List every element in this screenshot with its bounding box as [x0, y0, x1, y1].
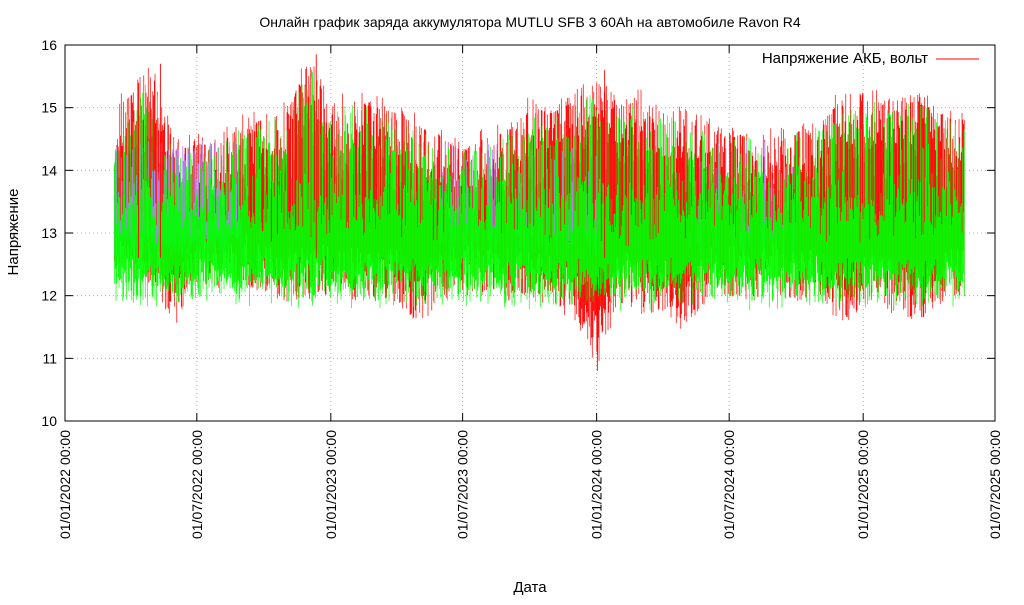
y-tick-label: 13 — [41, 225, 57, 241]
y-tick-label: 11 — [42, 350, 57, 366]
y-tick-label: 10 — [41, 413, 57, 429]
x-tick-label: 01/01/2025 00:00 — [855, 430, 871, 539]
voltage-trace-green — [114, 72, 965, 311]
x-tick-label: 01/07/2022 00:00 — [189, 430, 205, 539]
x-tick-label: 01/01/2022 00:00 — [57, 430, 73, 539]
x-axis-label: Дата — [513, 579, 547, 596]
legend: Напряжение АКБ, вольт — [762, 50, 979, 67]
x-tick-label: 01/01/2023 00:00 — [323, 430, 339, 539]
x-tick-label: 01/07/2023 00:00 — [455, 430, 471, 539]
y-tick-label: 16 — [41, 37, 57, 53]
x-tick-label: 01/07/2025 00:00 — [987, 430, 1003, 539]
y-tick-label: 12 — [41, 288, 57, 304]
chart-title: Онлайн график заряда аккумулятора MUTLU … — [259, 14, 800, 30]
legend-label: Напряжение АКБ, вольт — [762, 50, 928, 67]
x-tick-label: 01/01/2024 00:00 — [589, 430, 605, 539]
x-tick-label: 01/07/2024 00:00 — [721, 430, 737, 539]
axis-ticks: 10 11 12 13 14 15 16 01/01/2022 00:00 01/07/2022… — [41, 37, 1003, 539]
plot-area — [114, 54, 965, 371]
y-tick-label: 14 — [41, 162, 57, 178]
y-axis-label: Напряжение — [5, 189, 22, 276]
y-tick-label: 15 — [41, 100, 57, 116]
